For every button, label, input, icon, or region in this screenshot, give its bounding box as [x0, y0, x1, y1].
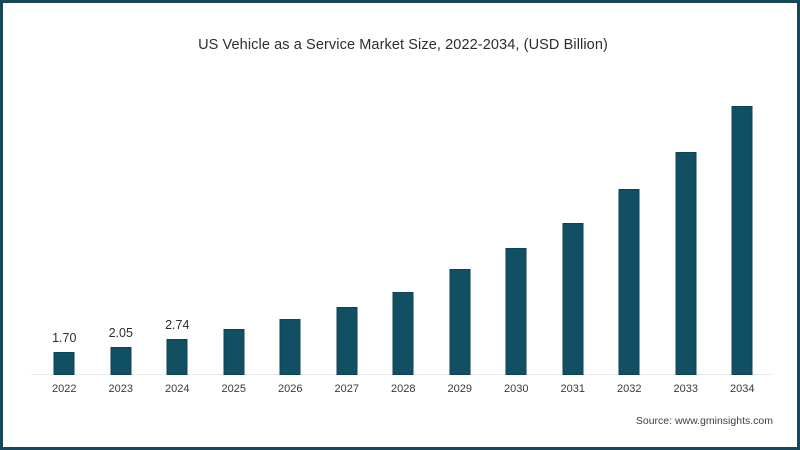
bar-slot — [545, 83, 602, 375]
x-tick-2034: 2034 — [730, 383, 755, 395]
bar-2027[interactable] — [336, 307, 358, 375]
bar-slot — [432, 83, 489, 375]
bar-slot — [262, 83, 319, 375]
bar-2028[interactable] — [392, 292, 414, 375]
x-tick-2027: 2027 — [334, 383, 359, 395]
bar-slot — [319, 83, 376, 375]
bar-slot — [488, 83, 545, 375]
x-tick-2028: 2028 — [391, 383, 416, 395]
x-tick-2026: 2026 — [278, 383, 303, 395]
x-tick-2029: 2029 — [447, 383, 472, 395]
bar-2023[interactable] — [110, 347, 132, 375]
bar-value-label-2023: 2.05 — [108, 326, 133, 340]
x-tick-2022: 2022 — [52, 383, 77, 395]
bar-slot — [601, 83, 658, 375]
bar-value-label-2024: 2.74 — [165, 318, 190, 332]
bar-value-label-2022: 1.70 — [52, 331, 77, 345]
bar-slot — [658, 83, 715, 375]
x-tick-2024: 2024 — [165, 383, 190, 395]
bar-slot: 2.74 — [149, 83, 206, 375]
bar-2034[interactable] — [731, 106, 753, 375]
bar-slot — [206, 83, 263, 375]
bar-slot: 1.70 — [36, 83, 93, 375]
source-attribution: Source: www.gminsights.com — [635, 415, 773, 427]
chart-title: US Vehicle as a Service Market Size, 202… — [198, 37, 608, 53]
bar-slot — [375, 83, 432, 375]
bar-2032[interactable] — [618, 189, 640, 375]
x-tick-2023: 2023 — [108, 383, 133, 395]
bar-2031[interactable] — [562, 223, 584, 375]
x-tick-2030: 2030 — [504, 383, 529, 395]
x-tick-2032: 2032 — [617, 383, 642, 395]
bar-2033[interactable] — [675, 152, 697, 375]
x-tick-2025: 2025 — [221, 383, 246, 395]
bar-2025[interactable] — [223, 329, 245, 375]
bar-slot — [714, 83, 771, 375]
bar-2029[interactable] — [449, 269, 471, 375]
bar-2024[interactable] — [166, 339, 188, 375]
bar-2026[interactable] — [279, 319, 301, 375]
bar-slot: 2.05 — [93, 83, 150, 375]
x-tick-2031: 2031 — [560, 383, 585, 395]
bar-2030[interactable] — [505, 248, 527, 375]
bar-2022[interactable] — [53, 352, 75, 375]
x-tick-2033: 2033 — [673, 383, 698, 395]
